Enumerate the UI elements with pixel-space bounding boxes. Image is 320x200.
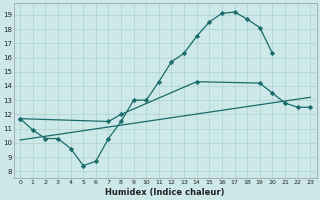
X-axis label: Humidex (Indice chaleur): Humidex (Indice chaleur) [106, 188, 225, 197]
